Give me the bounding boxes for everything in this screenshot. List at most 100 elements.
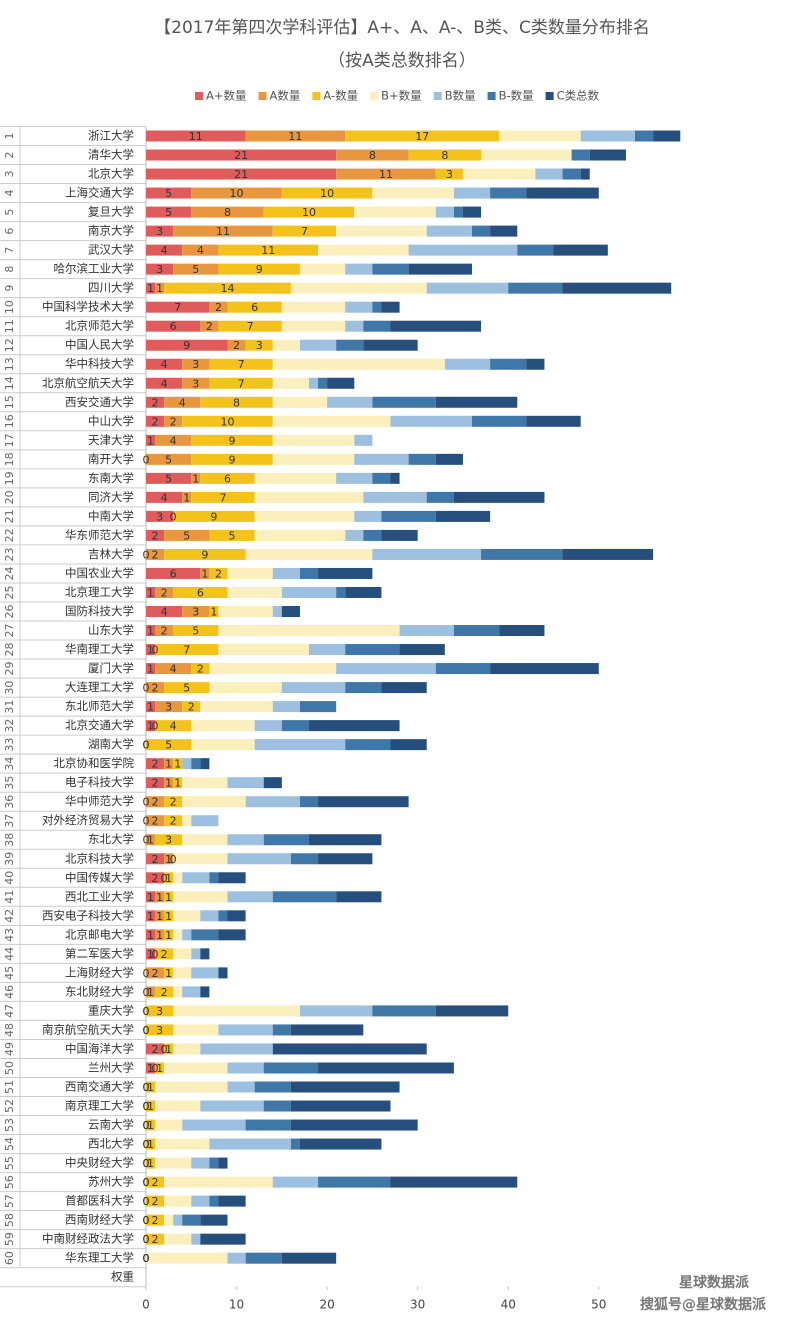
rank-label: 7 [3, 247, 16, 254]
bar-segment [146, 853, 165, 865]
bar-segment [155, 986, 174, 998]
data-label: 4 [170, 663, 177, 676]
bar-segment [381, 301, 400, 313]
bar-segment [281, 586, 337, 598]
legend-label: B-数量 [499, 89, 534, 103]
y-tick-label: 苏州大学 [88, 1175, 134, 1189]
bar-segment [209, 682, 282, 694]
bar-segment [173, 263, 219, 275]
data-label: 1 [165, 758, 172, 771]
bar-segment [146, 872, 165, 884]
x-tick-label: 0 [142, 1298, 150, 1312]
bar-segment [164, 929, 174, 941]
bar-segment [182, 834, 228, 846]
bar-segment [173, 625, 219, 637]
bar-segment [372, 301, 382, 313]
rank-label: 38 [3, 833, 16, 847]
bar-segment [164, 1233, 192, 1245]
bar-segment [453, 206, 463, 218]
bar-segment [182, 415, 273, 427]
bar-segment [336, 149, 409, 161]
data-label: 7 [238, 377, 245, 390]
data-label: 5 [165, 187, 172, 200]
y-tick-label: 南京航空航天大学 [42, 1022, 134, 1036]
rank-label: 13 [3, 357, 16, 371]
bar-segment [453, 625, 500, 637]
data-label: 0 [143, 739, 150, 752]
data-label: 21 [234, 168, 248, 181]
bar-segment [191, 815, 219, 827]
y-tick-label: 兰州大学 [88, 1060, 134, 1074]
data-label: 7 [174, 301, 181, 314]
y-tick-label: 武汉大学 [88, 243, 134, 257]
data-label: 0 [143, 796, 150, 809]
rank-label: 24 [3, 566, 16, 580]
y-tick-label: 国防科技大学 [65, 604, 134, 618]
bar-segment [146, 1119, 156, 1131]
bar-segment [354, 434, 373, 446]
bar-segment [200, 986, 210, 998]
bar-segment [173, 986, 183, 998]
data-label: 0 [143, 1252, 150, 1265]
rank-label: 18 [3, 452, 16, 466]
bar-segment [345, 739, 391, 751]
bar-segment [146, 891, 156, 903]
data-label: 1 [147, 986, 154, 999]
legend-swatch [195, 92, 203, 100]
x-tick-label: 50 [591, 1298, 606, 1312]
bar-segment [191, 948, 201, 960]
y-tick-label: 对外经济贸易大学 [42, 813, 134, 827]
rank-label: 23 [3, 547, 16, 561]
data-label: 0 [143, 1081, 150, 1094]
rank-label: 41 [3, 890, 16, 904]
bar-segment [408, 244, 518, 256]
bar-segment [200, 948, 210, 960]
y-tick-label: 华东理工大学 [65, 1251, 134, 1265]
data-label: 1 [147, 891, 154, 904]
data-label: 4 [161, 606, 168, 619]
bar-segment [272, 1176, 319, 1188]
bar-segment [227, 777, 264, 789]
bar-segment [155, 625, 174, 637]
bar-segment [281, 320, 346, 332]
rank-label: 12 [3, 338, 16, 352]
bar-segment [345, 586, 382, 598]
bar-segment [218, 1157, 228, 1169]
watermark-text: 搜狐号@星球数据派 [640, 1296, 767, 1313]
bar-segment [146, 472, 192, 484]
bar-segment [318, 567, 373, 579]
bar-segment [146, 758, 165, 770]
bar-segment [173, 225, 273, 237]
data-label: 1 [147, 834, 154, 847]
y-tick-label: 东北师范大学 [65, 699, 134, 713]
bar-segment [354, 206, 436, 218]
bar-segment [272, 606, 282, 617]
y-tick-label: 西安交通大学 [65, 395, 134, 409]
rank-label: 35 [3, 776, 16, 790]
bar-segment [164, 891, 174, 903]
data-label: 0 [143, 1195, 150, 1208]
y-tick-label: 北京大学 [88, 167, 134, 181]
rank-label: 27 [3, 624, 16, 638]
bar-segment [146, 986, 156, 998]
y-tick-label: 北京理工大学 [65, 585, 134, 599]
bar-segment [580, 168, 590, 180]
data-label: 0 [143, 1100, 150, 1113]
bar-segment [372, 548, 482, 560]
data-label: 6 [251, 301, 258, 314]
bar-segment [263, 777, 282, 789]
bar-segment [191, 1233, 201, 1245]
bar-segment [281, 720, 309, 732]
bar-segment [173, 967, 192, 979]
data-label: 2 [161, 948, 168, 961]
legend-label: B+数量 [381, 89, 422, 103]
bar-segment [146, 149, 337, 161]
bar-segment [399, 644, 445, 656]
y-tick-label: 同济大学 [88, 490, 134, 504]
bar-segment [227, 1081, 255, 1093]
bar-segment [182, 796, 246, 808]
bar-segment [363, 320, 391, 332]
bar-segment [345, 644, 400, 656]
rank-label: 31 [3, 700, 16, 714]
bar-segment [272, 225, 337, 237]
